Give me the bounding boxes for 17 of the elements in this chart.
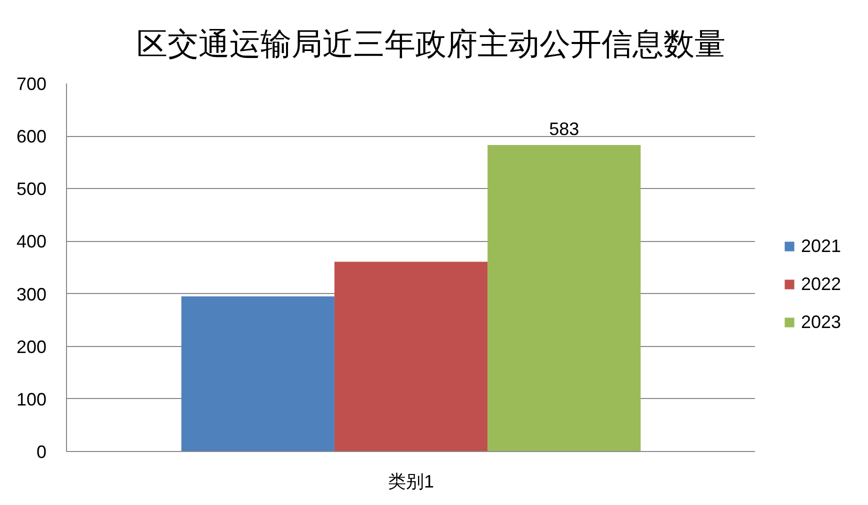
bar	[488, 145, 641, 452]
x-tick-label: 类别1	[388, 472, 434, 492]
y-tick-label: 600	[16, 126, 47, 147]
y-tick-label: 300	[16, 284, 47, 304]
legend-label: 2022	[801, 274, 842, 294]
y-tick-label: 0	[36, 442, 47, 462]
y-tick-label: 100	[16, 389, 47, 410]
y-tick-label: 500	[16, 179, 47, 200]
legend-label: 2023	[801, 312, 842, 332]
bar	[334, 262, 488, 452]
y-tick-label: 700	[16, 74, 47, 94]
bar	[181, 296, 334, 452]
y-tick-label: 200	[16, 336, 47, 357]
legend-label: 2021	[801, 236, 842, 256]
data-label: 583	[549, 119, 580, 140]
y-tick-label: 400	[16, 232, 47, 252]
chart-title: 区交通运输局近三年政府主动公开信息数量	[136, 26, 726, 62]
